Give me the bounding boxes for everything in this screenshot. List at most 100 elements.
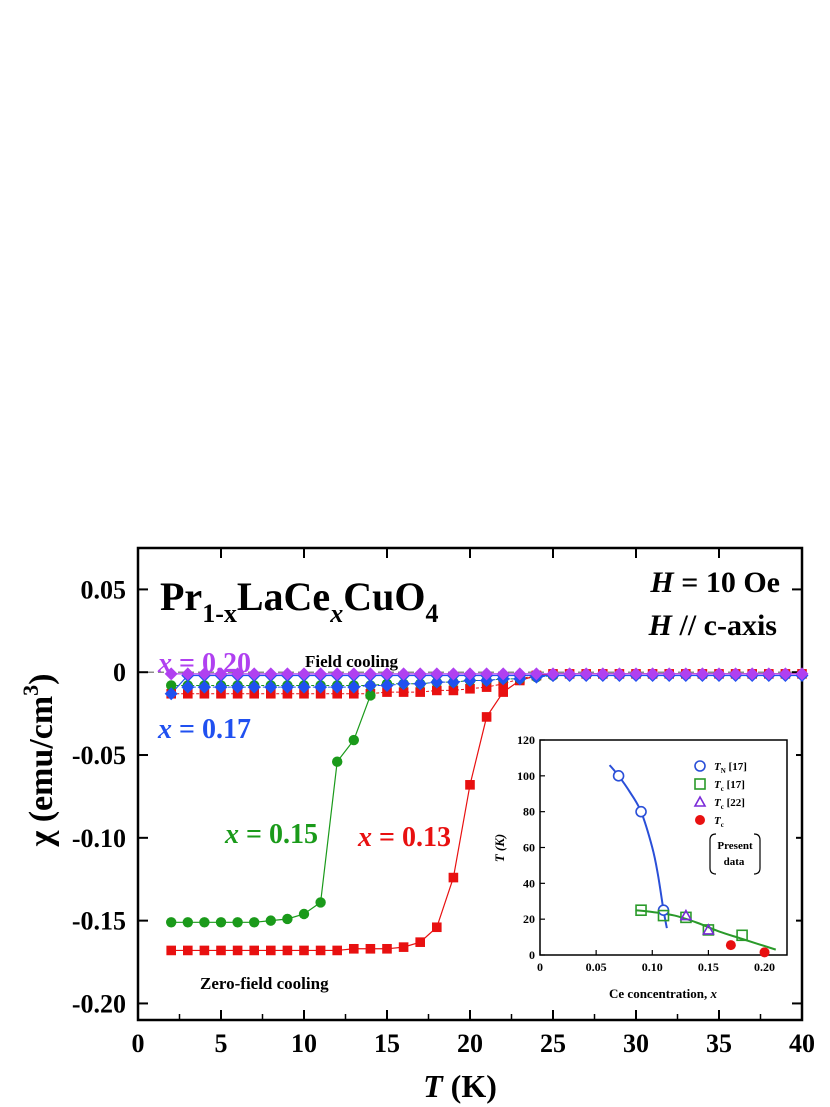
data-point xyxy=(299,945,309,956)
series-label-x013: x = 0.13 xyxy=(357,822,451,853)
data-point xyxy=(382,943,392,954)
y-tick-label: -0.15 xyxy=(72,907,126,936)
data-point xyxy=(397,667,411,681)
fc-point xyxy=(247,680,261,694)
data-point xyxy=(363,667,377,681)
x-axis-label: T (K) xyxy=(423,1068,497,1104)
data-point xyxy=(247,667,261,681)
inset-data-point xyxy=(725,940,736,951)
data-point xyxy=(448,872,459,883)
fc-point xyxy=(382,687,392,697)
data-point xyxy=(249,945,259,956)
fc-point xyxy=(183,688,193,699)
x-tick-label: 10 xyxy=(291,1029,317,1058)
legend-label: Tc [17] xyxy=(714,779,745,793)
data-point xyxy=(298,908,310,920)
data-point xyxy=(432,922,442,933)
inset-data-point xyxy=(635,904,647,917)
data-point xyxy=(695,667,709,681)
data-point xyxy=(513,667,527,681)
fc-point xyxy=(231,680,245,694)
data-point xyxy=(662,667,676,681)
fc-point xyxy=(415,687,425,697)
data-point xyxy=(164,667,178,681)
data-points xyxy=(164,667,809,956)
data-point xyxy=(348,734,359,746)
inset-data-point xyxy=(702,923,715,935)
fc-point xyxy=(481,682,492,692)
fc-point xyxy=(249,688,259,699)
data-point xyxy=(795,667,809,681)
fc-point xyxy=(181,680,195,694)
data-point xyxy=(529,667,543,681)
inset-fit-curve xyxy=(635,909,777,951)
fc-point xyxy=(280,680,294,694)
data-point xyxy=(197,667,211,681)
inset-data-point xyxy=(635,805,647,818)
x-tick-label: 0 xyxy=(132,1029,145,1058)
chart-title: Pr1-xLaCexCuO4 xyxy=(160,574,438,628)
inset-x-tick-label: 0.05 xyxy=(586,960,607,974)
axis-orientation-label: H // c-axis xyxy=(648,609,777,642)
inset-y-tick-label: 80 xyxy=(523,805,535,819)
series-label-x017: x = 0.17 xyxy=(157,714,251,745)
fc-point xyxy=(166,680,177,691)
data-point xyxy=(365,690,376,701)
x-tick-label: 15 xyxy=(374,1029,400,1058)
fc-point xyxy=(197,680,211,694)
data-point xyxy=(265,915,276,926)
data-point xyxy=(315,897,326,908)
data-point xyxy=(365,943,376,954)
present-data-bracket xyxy=(709,833,761,875)
x-tick-label: 5 xyxy=(215,1029,228,1058)
data-point xyxy=(232,917,243,928)
data-point xyxy=(215,917,227,928)
inset-y-tick-label: 60 xyxy=(523,841,535,855)
data-point xyxy=(413,667,427,681)
data-point xyxy=(646,667,660,681)
data-point xyxy=(465,780,475,790)
legend-label: Tc [22] xyxy=(714,797,745,811)
data-point xyxy=(182,917,193,928)
data-point xyxy=(496,667,510,681)
data-point xyxy=(249,917,260,928)
fc-point xyxy=(297,680,311,694)
fc-point xyxy=(432,685,442,696)
data-point xyxy=(745,667,759,681)
data-point xyxy=(164,687,178,701)
x-tick-label: 20 xyxy=(457,1029,483,1058)
inset-data-point xyxy=(736,929,748,942)
data-point xyxy=(332,945,342,956)
fc-point xyxy=(347,680,361,694)
inset-y-tick-label: 40 xyxy=(523,876,535,890)
series-label-x020: x = 0.20 xyxy=(157,648,251,679)
data-point xyxy=(282,945,293,956)
fc-point xyxy=(282,688,293,699)
y-tick-label: 0 xyxy=(113,658,126,687)
y-tick-label: -0.20 xyxy=(72,989,126,1018)
legend-marker xyxy=(694,778,706,790)
data-point xyxy=(629,667,643,681)
fc-point xyxy=(216,688,226,699)
data-point xyxy=(612,667,626,681)
data-point xyxy=(232,945,243,956)
data-point xyxy=(480,667,494,681)
fc-point xyxy=(413,677,427,691)
data-point xyxy=(563,667,577,681)
data-point xyxy=(778,667,792,681)
present-data-note-line1: Present xyxy=(717,840,753,852)
data-point xyxy=(199,917,210,928)
data-point xyxy=(216,945,226,956)
legend-label: Tc xyxy=(714,815,724,829)
data-point xyxy=(166,917,177,928)
data-point xyxy=(349,943,359,954)
data-point xyxy=(199,945,210,956)
inset-data-point xyxy=(759,947,770,958)
data-point xyxy=(546,667,560,681)
inset-data-point xyxy=(680,911,692,924)
inset-x-tick-label: 0.20 xyxy=(754,960,775,974)
data-point xyxy=(264,667,278,681)
inset-data-point xyxy=(679,908,693,921)
fc-point xyxy=(446,675,460,689)
data-point xyxy=(498,687,508,697)
